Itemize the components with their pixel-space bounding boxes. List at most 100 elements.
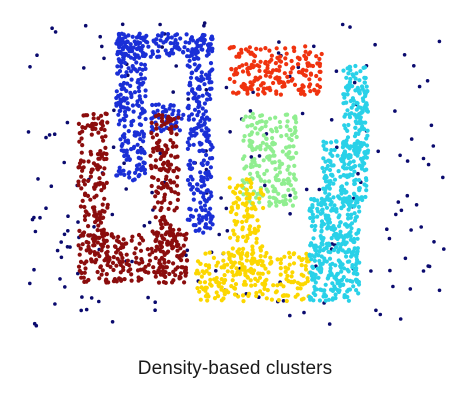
point-dark-red <box>183 236 188 241</box>
point-blue <box>121 80 127 86</box>
point-blue <box>126 140 131 145</box>
point-orange-red <box>247 86 252 91</box>
point-yellow <box>195 259 201 264</box>
point-yellow <box>198 280 203 285</box>
point-noise <box>186 97 190 101</box>
point-blue <box>175 41 180 46</box>
point-noise <box>82 66 86 70</box>
point-dark-red <box>97 176 102 181</box>
point-cyan <box>351 284 356 289</box>
point-light-green <box>286 187 291 193</box>
point-yellow <box>255 278 260 283</box>
point-yellow <box>266 270 271 275</box>
point-light-green <box>273 167 278 172</box>
point-dark-red <box>114 263 119 268</box>
point-cyan <box>319 254 324 259</box>
point-dark-red <box>176 115 181 120</box>
point-orange-red <box>268 74 273 79</box>
point-light-green <box>247 199 252 204</box>
point-blue <box>209 34 214 39</box>
point-blue <box>136 149 141 154</box>
point-dark-red <box>118 277 123 282</box>
point-orange-red <box>300 68 305 73</box>
point-orange-red <box>281 80 286 85</box>
point-cyan <box>316 275 321 280</box>
point-blue <box>150 102 155 108</box>
point-cyan <box>327 186 332 191</box>
point-dark-red <box>133 246 138 251</box>
point-yellow <box>233 200 238 205</box>
point-noise <box>28 281 32 286</box>
point-dark-red <box>104 272 109 277</box>
point-yellow <box>298 286 303 291</box>
point-cyan <box>364 84 369 89</box>
point-blue <box>187 136 192 141</box>
point-blue <box>209 80 214 85</box>
point-blue <box>199 115 205 120</box>
point-dark-red <box>97 210 103 215</box>
point-cyan <box>339 205 344 210</box>
point-blue <box>118 104 124 110</box>
point-blue <box>193 223 198 228</box>
point-cyan <box>363 120 368 125</box>
point-blue <box>126 107 131 112</box>
point-yellow <box>269 259 274 264</box>
point-orange-red <box>284 62 289 67</box>
point-blue <box>188 174 193 179</box>
point-cyan <box>312 258 317 263</box>
point-blue <box>128 42 133 47</box>
point-yellow <box>275 257 280 262</box>
point-dark-red <box>165 163 171 168</box>
point-blue <box>209 193 214 199</box>
point-blue <box>201 191 206 196</box>
point-cyan <box>349 221 355 226</box>
point-blue <box>206 128 211 133</box>
point-blue <box>201 230 206 235</box>
point-blue <box>195 113 200 118</box>
point-blue <box>132 90 138 95</box>
point-noise <box>385 227 389 231</box>
point-light-green <box>243 114 248 119</box>
point-cyan <box>364 188 369 193</box>
point-yellow <box>260 244 265 249</box>
point-blue <box>196 122 201 127</box>
point-noise <box>62 160 66 165</box>
point-yellow <box>263 279 268 284</box>
point-blue <box>127 175 132 180</box>
point-light-green <box>274 126 279 131</box>
point-blue <box>129 123 134 128</box>
point-dark-red <box>172 190 178 195</box>
point-dark-red <box>148 153 153 158</box>
point-light-green <box>258 113 263 118</box>
point-cyan <box>335 153 340 158</box>
point-blue <box>186 117 191 122</box>
point-blue <box>143 94 148 99</box>
point-dark-red <box>139 257 144 262</box>
point-cyan <box>345 108 350 113</box>
point-blue <box>208 61 214 66</box>
point-yellow <box>278 261 283 266</box>
point-cyan <box>329 227 334 232</box>
point-yellow <box>203 251 208 256</box>
point-cyan <box>356 228 361 233</box>
point-blue <box>189 71 194 76</box>
point-dark-red <box>96 130 101 135</box>
point-blue <box>185 63 190 68</box>
point-light-green <box>241 138 246 143</box>
point-dark-red <box>154 122 159 127</box>
point-dark-red <box>96 116 101 121</box>
point-noise <box>174 64 178 68</box>
point-light-green <box>255 131 260 136</box>
point-noise <box>374 308 378 313</box>
point-cyan <box>342 155 347 160</box>
point-dark-red <box>165 116 170 122</box>
point-dark-red <box>168 138 173 143</box>
point-cyan <box>353 63 358 69</box>
point-dark-red <box>163 265 168 270</box>
point-cyan <box>338 188 343 193</box>
point-dark-red <box>159 244 164 250</box>
point-dark-red <box>157 265 162 270</box>
point-yellow <box>300 257 305 262</box>
point-dark-red <box>174 144 179 149</box>
point-cyan <box>330 297 335 302</box>
